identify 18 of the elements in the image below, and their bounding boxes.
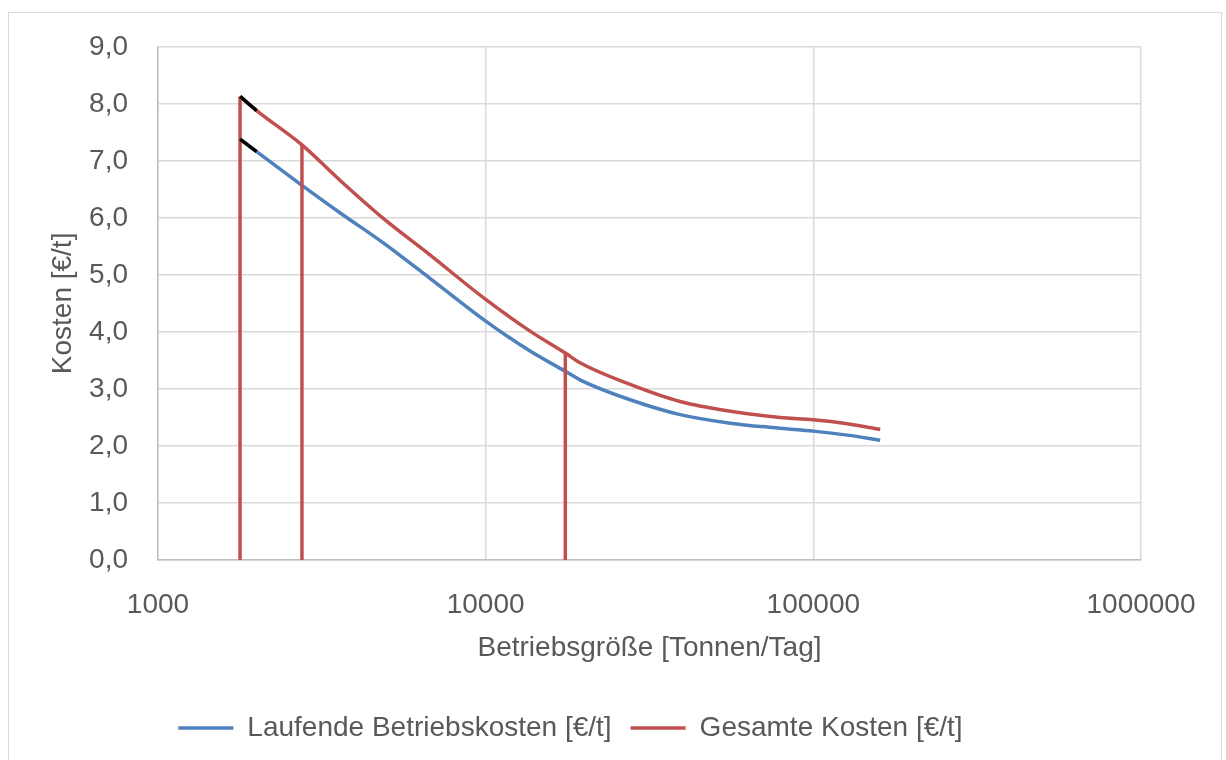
y-tick-label: 7,0 (89, 143, 128, 175)
y-tick-label: 4,0 (89, 314, 128, 346)
y-axis-title: Kosten [€/t] (45, 232, 77, 375)
x-tick-label: 100000 (766, 587, 861, 619)
x-tick-label: 1000 (126, 587, 190, 619)
x-tick-label: 1000000 (1086, 587, 1196, 619)
y-tick-label: 0,0 (89, 542, 128, 574)
y-tick-label: 1,0 (89, 485, 128, 517)
y-tick-label: 8,0 (89, 86, 128, 118)
y-tick-label: 2,0 (89, 428, 128, 460)
legend-label: Laufende Betriebskosten [€/t] (247, 710, 612, 742)
y-tick-label: 3,0 (89, 371, 128, 403)
legend-label: Gesamte Kosten [€/t] (699, 710, 963, 742)
y-tick-label: 6,0 (89, 200, 128, 232)
y-tick-label: 5,0 (89, 257, 128, 289)
x-tick-label: 10000 (446, 587, 525, 619)
x-axis-title: Betriebsgröße [Tonnen/Tag] (477, 630, 822, 662)
y-tick-label: 9,0 (89, 29, 128, 61)
